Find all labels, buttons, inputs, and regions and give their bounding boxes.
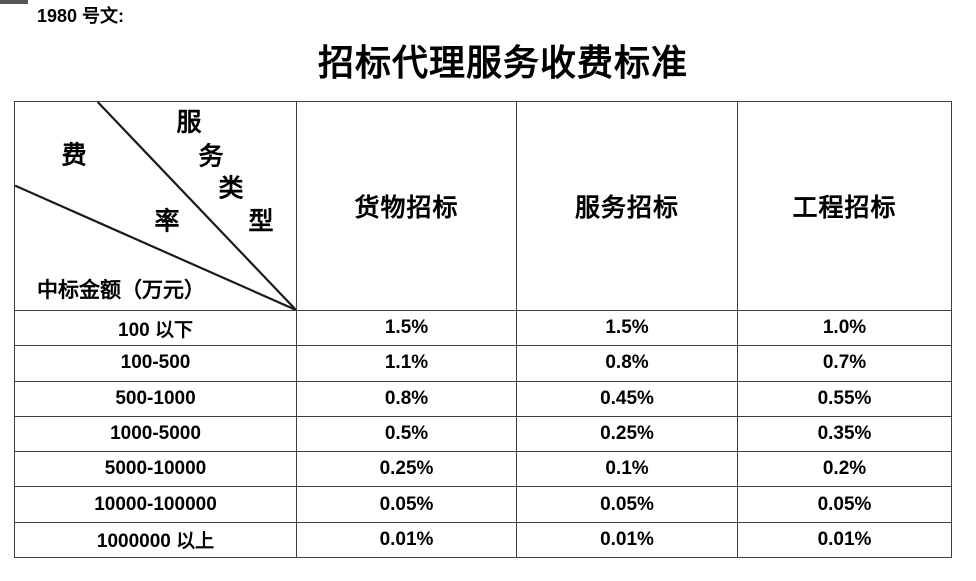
- fee-table: 服 务 类 型 费 率 中标金额（万元） 货物招标 服务招标 工程招标 100 …: [14, 101, 952, 559]
- corner-header-cell: 服 务 类 型 费 率 中标金额（万元）: [14, 101, 297, 311]
- rate-cell: 1.5%: [296, 309, 517, 347]
- row-label: 1000-5000: [14, 415, 297, 453]
- table-row: 100-500 1.1% 0.8% 0.7%: [14, 345, 952, 382]
- winning-amount-label: 中标金额（万元）: [37, 278, 205, 302]
- rate-cell: 0.8%: [296, 380, 517, 417]
- rate-cell: 0.7%: [737, 345, 952, 382]
- rate-cell: 0.5%: [296, 415, 517, 453]
- rate-cell: 0.35%: [737, 415, 952, 453]
- row-label: 100-500: [14, 345, 297, 382]
- corner-fee-char-1: 费: [61, 142, 87, 170]
- table-row: 10000-100000 0.05% 0.05% 0.05%: [14, 486, 952, 523]
- header-row: 服 务 类 型 费 率 中标金额（万元） 货物招标 服务招标 工程招标: [14, 101, 952, 311]
- corner-fee-char-2: 率: [154, 208, 180, 236]
- rate-cell: 0.01%: [296, 521, 517, 559]
- row-label: 5000-10000: [14, 451, 297, 488]
- corner-type-char-3: 类: [218, 175, 244, 203]
- table-row: 5000-10000 0.25% 0.1% 0.2%: [14, 451, 952, 488]
- table-row: 1000000 以上 0.01% 0.01% 0.01%: [14, 521, 952, 559]
- corner-type-char-4: 型: [248, 208, 274, 236]
- column-header-engineering: 工程招标: [737, 101, 952, 311]
- rate-cell: 0.55%: [737, 380, 952, 417]
- rate-cell: 0.1%: [516, 451, 738, 488]
- column-header-services: 服务招标: [516, 101, 738, 311]
- rate-cell: 0.01%: [516, 521, 738, 559]
- rate-cell: 0.45%: [516, 380, 738, 417]
- rate-cell: 0.8%: [516, 345, 738, 382]
- rate-cell: 0.2%: [737, 451, 952, 488]
- column-header-goods: 货物招标: [296, 101, 517, 311]
- row-label: 100 以下: [14, 309, 297, 347]
- rate-cell: 1.0%: [737, 309, 952, 347]
- diagonal-divider-icon: [15, 102, 296, 310]
- doc-ref-label: 1980 号文:: [37, 6, 125, 26]
- rate-cell: 0.05%: [296, 486, 517, 523]
- rate-cell: 0.01%: [737, 521, 952, 559]
- corner-type-char-1: 服: [176, 109, 202, 137]
- row-label: 1000000 以上: [14, 521, 297, 559]
- page-title: 招标代理服务收费标准: [317, 43, 688, 83]
- table-row: 1000-5000 0.5% 0.25% 0.35%: [14, 415, 952, 453]
- rate-cell: 0.25%: [516, 415, 738, 453]
- row-label: 10000-100000: [14, 486, 297, 523]
- corner-type-char-2: 务: [198, 143, 224, 171]
- rate-cell: 0.05%: [737, 486, 952, 523]
- rate-cell: 1.5%: [516, 309, 738, 347]
- table-row: 100 以下 1.5% 1.5% 1.0%: [14, 309, 952, 347]
- rate-cell: 0.25%: [296, 451, 517, 488]
- rate-cell: 1.1%: [296, 345, 517, 382]
- row-label: 500-1000: [14, 380, 297, 417]
- table-row: 500-1000 0.8% 0.45% 0.55%: [14, 380, 952, 417]
- rate-cell: 0.05%: [516, 486, 738, 523]
- scan-artifact: [0, 0, 28, 4]
